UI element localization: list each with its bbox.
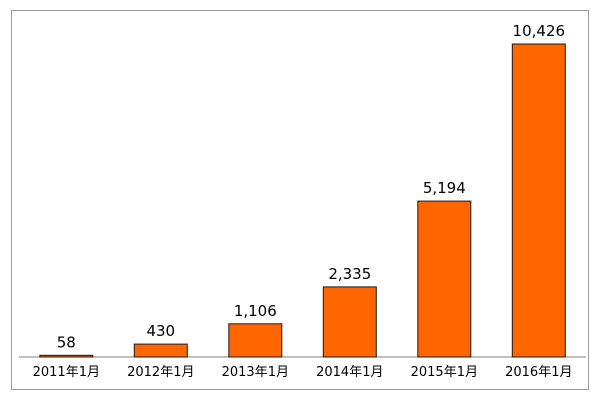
bars-group (39, 43, 566, 358)
bar-6 (511, 43, 566, 358)
x-tick-label-6: 2016年1月 (505, 365, 572, 380)
chart-frame (11, 10, 589, 390)
data-label-3: 1,106 (234, 302, 277, 320)
data-label-2: 430 (146, 322, 175, 340)
x-tick-label-2: 2012年1月 (127, 365, 194, 380)
data-label-6: 10,426 (513, 22, 566, 40)
x-tick-label-1: 2011年1月 (33, 365, 100, 380)
data-label-5: 5,194 (423, 179, 466, 197)
bar-3 (228, 323, 283, 358)
bar-4 (322, 286, 377, 358)
bar-5 (417, 200, 472, 358)
x-tick-label-5: 2015年1月 (411, 365, 478, 380)
x-tick-label-4: 2014年1月 (316, 365, 383, 380)
bar-2 (133, 343, 188, 358)
data-label-1: 58 (57, 333, 76, 351)
data-labels-group: 58 430 1,106 2,335 5,194 10,426 (57, 22, 565, 351)
x-tick-label-3: 2013年1月 (222, 365, 289, 380)
bar-1 (39, 354, 94, 358)
data-label-4: 2,335 (328, 265, 371, 283)
x-tick-labels-group: 2011年1月 2012年1月 2013年1月 2014年1月 2015年1月 2016年… (33, 365, 573, 380)
